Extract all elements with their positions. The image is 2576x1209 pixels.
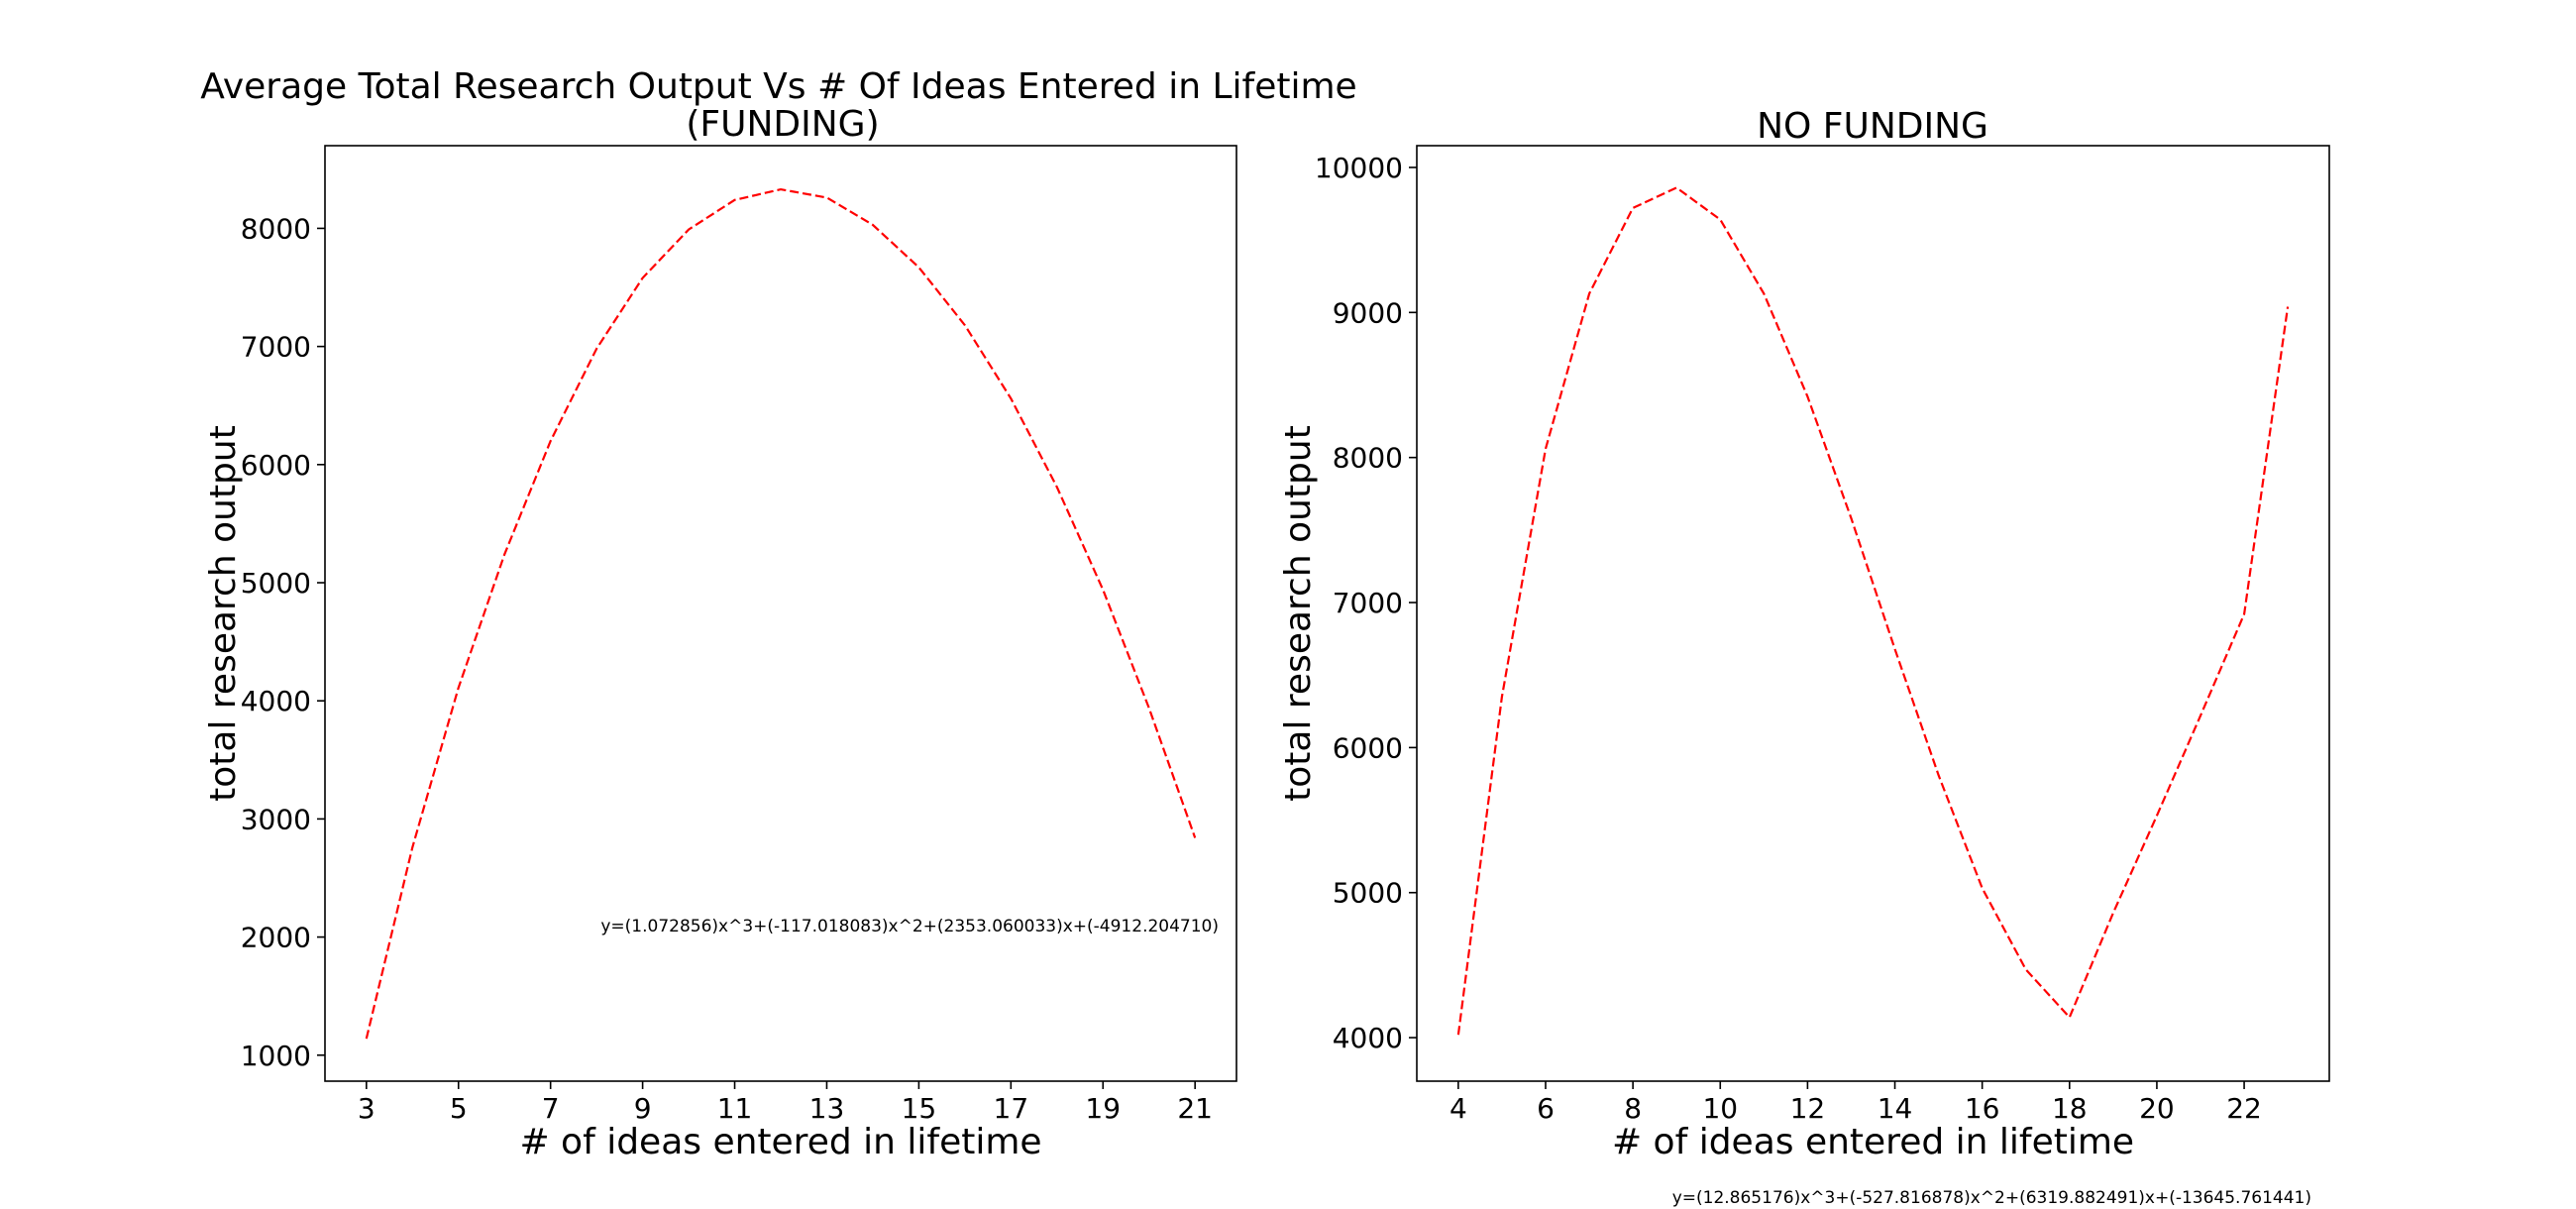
y-tick-label: 10000	[1315, 152, 1403, 184]
x-tick-label: 16	[1965, 1092, 2000, 1125]
series-line	[1456, 186, 2290, 1036]
x-tick-label: 8	[1624, 1092, 1642, 1125]
x-tick-label: 3	[358, 1092, 376, 1125]
x-tick-label: 17	[994, 1092, 1029, 1125]
y-tick-label: 1000	[241, 1040, 311, 1072]
y-axis-label: total research output	[203, 425, 244, 802]
y-axis-label: total research output	[1278, 425, 1319, 802]
axes-frame	[324, 145, 1237, 1082]
x-tick-label: 14	[1878, 1092, 1913, 1125]
x-tick-label: 22	[2226, 1092, 2262, 1125]
chart-panel-2: NO FUNDING 4 6 8 10 12 14 16 18 20 22 4000 5000 6000 7…	[1278, 106, 2330, 1208]
x-tick-label: 4	[1449, 1092, 1467, 1125]
axes-frame	[1416, 145, 2330, 1082]
x-tick-label: 10	[1702, 1092, 1738, 1125]
y-tick-label: 8000	[241, 212, 311, 245]
figure-suptitle: Average Total Research Output Vs # Of Id…	[200, 66, 1356, 107]
x-tick-label: 7	[542, 1092, 560, 1125]
x-tick-label: 5	[450, 1092, 468, 1125]
chart-panel-1: (FUNDING) 3 5 7 9 11 13 15 17 19 21 1000 2000 3000 400…	[203, 104, 1237, 1162]
y-tick-label: 3000	[241, 803, 311, 835]
x-tick-label: 12	[1790, 1092, 1826, 1125]
x-tick-label: 6	[1537, 1092, 1555, 1125]
x-tick-label: 19	[1085, 1092, 1121, 1125]
x-tick-label: 9	[634, 1092, 652, 1125]
x-axis-label: # of ideas entered in lifetime	[519, 1122, 1041, 1162]
y-tick-label: 9000	[1333, 296, 1403, 329]
y-tick-label: 4000	[241, 685, 311, 717]
series-line	[365, 187, 1197, 1040]
y-tick-label: 5000	[1333, 877, 1403, 910]
fit-equation: y=(12.865176)x^3+(-527.816878)x^2+(6319.…	[1672, 1188, 2311, 1208]
y-tick-label: 5000	[241, 567, 311, 600]
x-tick-label: 15	[902, 1092, 937, 1125]
chart-title: (FUNDING)	[686, 104, 879, 145]
y-tick-label: 8000	[1333, 442, 1403, 475]
x-tick-label: 18	[2052, 1092, 2088, 1125]
x-tick-label: 13	[809, 1092, 845, 1125]
fit-equation: y=(1.072856)x^3+(-117.018083)x^2+(2353.0…	[600, 917, 1219, 936]
x-tick-label: 20	[2139, 1092, 2175, 1125]
y-tick-label: 7000	[241, 331, 311, 364]
chart-title: NO FUNDING	[1757, 106, 1988, 147]
x-tick-label: 11	[717, 1092, 753, 1125]
y-tick-label: 4000	[1333, 1022, 1403, 1054]
y-tick-label: 6000	[241, 449, 311, 482]
y-tick-label: 7000	[1333, 587, 1403, 619]
x-axis-label: # of ideas entered in lifetime	[1612, 1122, 2134, 1162]
x-tick-label: 21	[1177, 1092, 1213, 1125]
y-tick-label: 6000	[1333, 731, 1403, 764]
y-tick-label: 2000	[241, 922, 311, 954]
